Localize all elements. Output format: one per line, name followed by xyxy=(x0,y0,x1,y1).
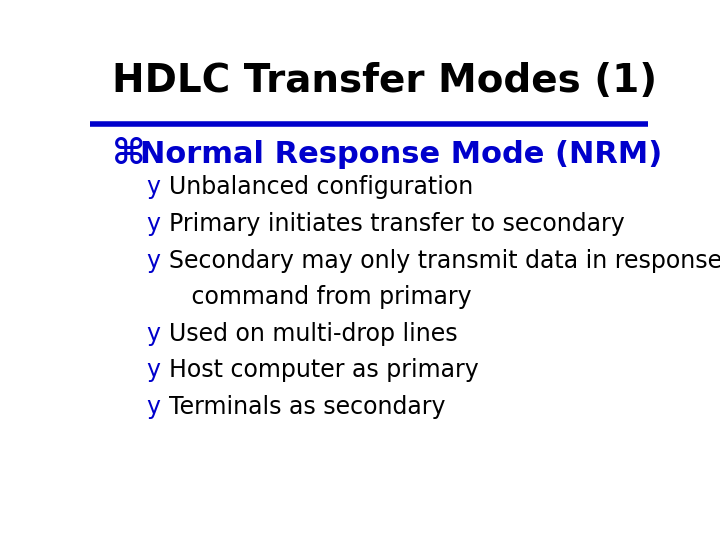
Text: y: y xyxy=(145,359,160,382)
Text: ⌘: ⌘ xyxy=(112,137,146,171)
Text: y: y xyxy=(145,176,160,199)
Text: y: y xyxy=(145,212,160,236)
Text: Unbalanced configuration: Unbalanced configuration xyxy=(169,176,474,199)
Text: y: y xyxy=(145,248,160,273)
Text: Primary initiates transfer to secondary: Primary initiates transfer to secondary xyxy=(169,212,625,236)
Text: command from primary: command from primary xyxy=(169,285,472,309)
Text: Used on multi-drop lines: Used on multi-drop lines xyxy=(169,322,458,346)
Text: HDLC Transfer Modes (1): HDLC Transfer Modes (1) xyxy=(112,62,657,100)
Text: Host computer as primary: Host computer as primary xyxy=(169,359,479,382)
Text: Secondary may only transmit data in response to: Secondary may only transmit data in resp… xyxy=(169,248,720,273)
Text: y: y xyxy=(145,322,160,346)
Text: y: y xyxy=(145,395,160,419)
Text: Normal Response Mode (NRM): Normal Response Mode (NRM) xyxy=(140,140,662,168)
Text: Terminals as secondary: Terminals as secondary xyxy=(169,395,446,419)
